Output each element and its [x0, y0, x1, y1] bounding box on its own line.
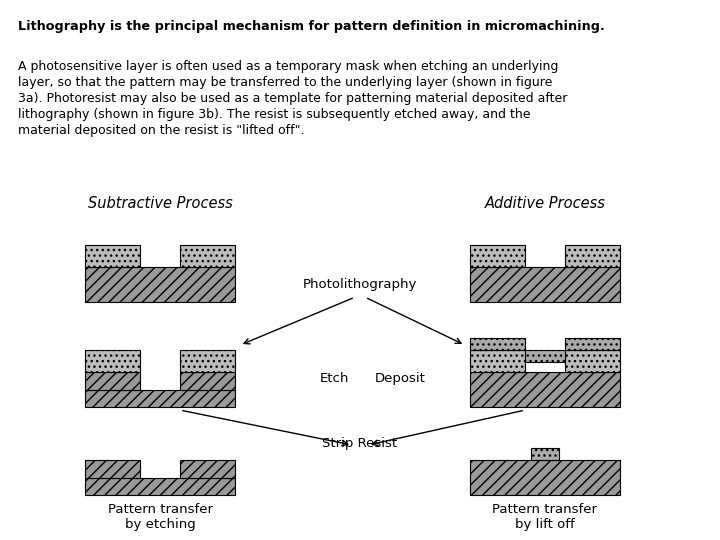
Bar: [531, 448, 559, 460]
Bar: [180, 350, 235, 372]
Bar: [525, 350, 565, 362]
Bar: [470, 460, 620, 495]
Bar: [470, 245, 525, 267]
Bar: [85, 245, 140, 267]
Text: Lithography is the principal mechanism for pattern definition in micromachining.: Lithography is the principal mechanism f…: [18, 19, 605, 32]
Text: Photolithography: Photolithography: [303, 278, 417, 291]
Bar: [470, 350, 525, 372]
Bar: [85, 350, 140, 372]
Bar: [85, 267, 235, 302]
Bar: [565, 245, 620, 267]
Text: Etch: Etch: [320, 372, 349, 385]
Bar: [85, 478, 235, 495]
Bar: [85, 390, 235, 407]
Bar: [470, 267, 620, 302]
Bar: [470, 372, 620, 407]
Text: Strip Resist: Strip Resist: [323, 437, 397, 450]
Text: Additive Process: Additive Process: [485, 196, 606, 211]
Text: Subtractive Process: Subtractive Process: [88, 196, 233, 211]
Bar: [85, 460, 140, 478]
Bar: [470, 338, 525, 350]
Text: A photosensitive layer is often used as a temporary mask when etching an underly: A photosensitive layer is often used as …: [18, 60, 567, 137]
Text: Pattern transfer
by etching: Pattern transfer by etching: [107, 503, 212, 531]
Bar: [565, 338, 620, 350]
Bar: [180, 372, 235, 390]
Text: Deposit: Deposit: [375, 372, 426, 385]
Bar: [565, 350, 620, 372]
Text: Pattern transfer
by lift off: Pattern transfer by lift off: [492, 503, 598, 531]
Bar: [180, 245, 235, 267]
Bar: [85, 372, 140, 390]
Bar: [180, 460, 235, 478]
